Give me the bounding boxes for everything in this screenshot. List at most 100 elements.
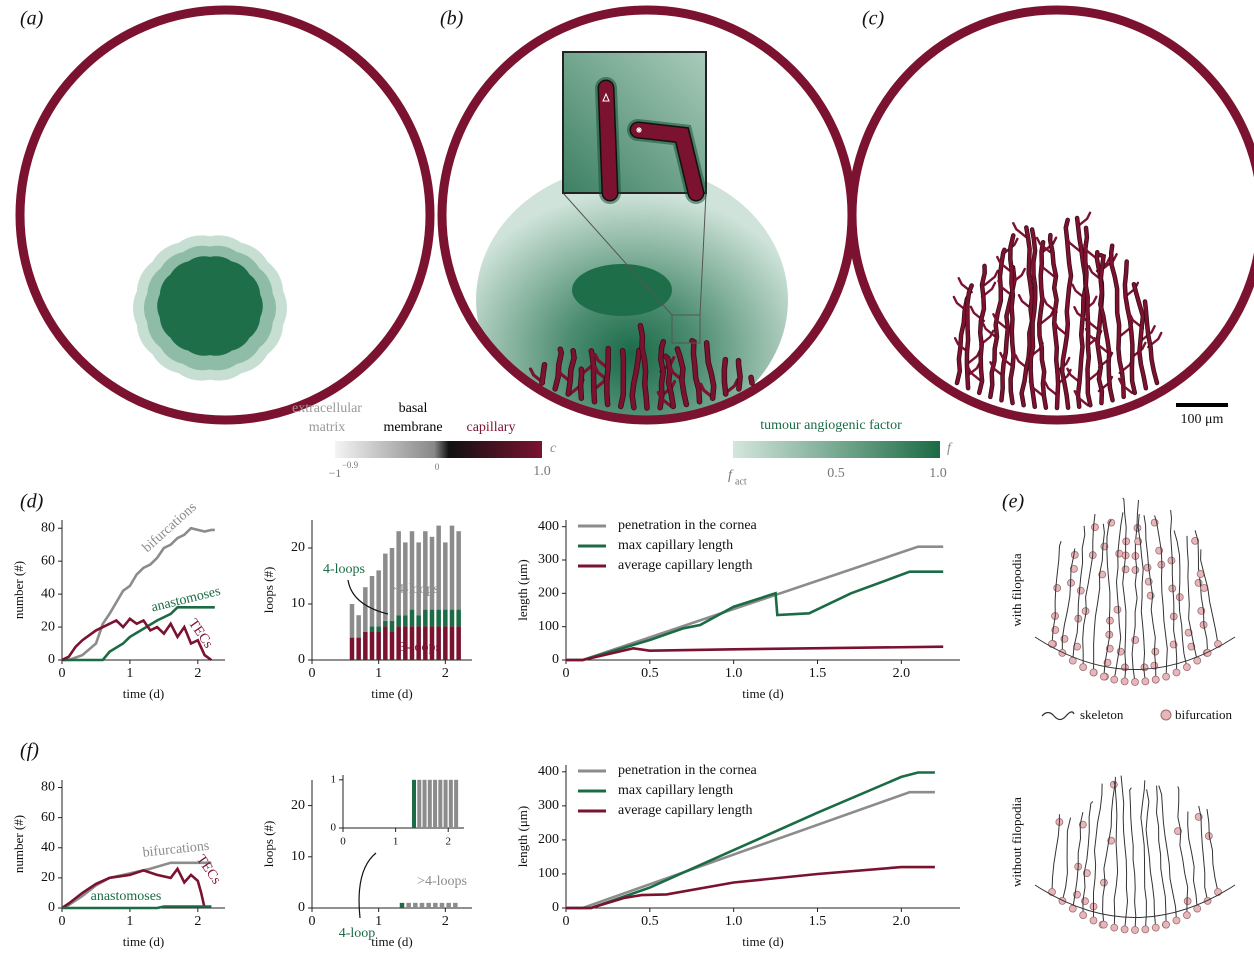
skeleton xyxy=(1187,536,1197,661)
bifurcation xyxy=(1195,579,1202,586)
skeleton xyxy=(1146,789,1156,927)
bifurcation xyxy=(1142,926,1149,933)
x-tick-label: 0 xyxy=(59,914,66,929)
bar xyxy=(370,632,375,660)
y-tick-label: 0 xyxy=(48,900,55,915)
bar xyxy=(416,615,421,626)
bifurcation xyxy=(1100,921,1107,928)
bar xyxy=(356,638,361,660)
colorbar-label: extracellular xyxy=(292,401,362,416)
bifurcation xyxy=(1111,924,1118,931)
bar xyxy=(383,626,388,660)
bifurcation xyxy=(1116,550,1123,557)
skeleton xyxy=(1207,809,1218,892)
x-tick-label: 0 xyxy=(309,666,316,681)
colorbar-label: capillary xyxy=(467,420,516,435)
colorbar-label: membrane xyxy=(383,420,442,435)
bifurcation xyxy=(1152,648,1159,655)
bar xyxy=(413,903,418,908)
skeleton xyxy=(1201,549,1218,644)
x-tick-label: 2 xyxy=(194,666,201,681)
x-axis-label: time (d) xyxy=(742,686,784,701)
bar xyxy=(383,554,388,621)
bar xyxy=(423,531,428,609)
legend-label: skeleton xyxy=(1080,707,1124,722)
bar xyxy=(426,903,431,908)
bar xyxy=(453,903,458,908)
y-tick-label: 80 xyxy=(41,780,55,795)
y-tick-label: 300 xyxy=(538,552,559,567)
vessel xyxy=(581,369,582,398)
bar xyxy=(363,632,368,660)
bar xyxy=(350,638,355,660)
bifurcation xyxy=(1215,641,1222,648)
bar xyxy=(400,903,405,908)
bar xyxy=(417,780,421,828)
bifurcation xyxy=(1049,641,1056,648)
bar xyxy=(416,542,421,615)
skeleton xyxy=(1159,786,1177,921)
bifurcation xyxy=(1077,587,1084,594)
colorbar xyxy=(733,441,940,458)
colorbar-tick: f xyxy=(728,468,734,483)
skeleton xyxy=(1103,782,1115,925)
colorbar-tick: 0.5 xyxy=(827,466,845,481)
y-tick-label: 10 xyxy=(291,849,305,864)
bar xyxy=(363,587,368,632)
bifurcation xyxy=(1114,606,1121,613)
y-tick-label: 40 xyxy=(41,586,55,601)
bar xyxy=(438,780,442,828)
y-tick-label: 100 xyxy=(538,866,559,881)
x-tick-label: 1.5 xyxy=(809,914,827,929)
legend-label: average capillary length xyxy=(618,803,752,818)
x-tick-label: 0 xyxy=(563,914,570,929)
bar xyxy=(423,610,428,627)
skeleton xyxy=(1114,777,1117,928)
series-label: anastomoses xyxy=(91,889,162,904)
bifurcation xyxy=(1054,585,1061,592)
x-tick-label: 0 xyxy=(309,914,316,929)
bar xyxy=(443,542,448,609)
legend-swatch xyxy=(1161,710,1171,720)
colorbar-tick: 0 xyxy=(435,462,440,472)
x-tick-label: 2.0 xyxy=(893,914,911,929)
x-tick-label: 1 xyxy=(126,914,133,929)
bifurcation xyxy=(1121,664,1128,671)
y-tick-label: 400 xyxy=(538,519,559,534)
y-tick-label: 0 xyxy=(552,652,559,667)
row-label: without filopodia xyxy=(1009,797,1024,887)
y-axis-label: loops (#) xyxy=(261,567,276,614)
bar xyxy=(410,610,415,627)
x-tick-label: 1.0 xyxy=(725,666,743,681)
x-tick-label: 2 xyxy=(442,666,449,681)
bar xyxy=(390,632,395,660)
inset-vessel xyxy=(606,88,610,193)
bifurcation xyxy=(1132,567,1139,574)
y-tick-label: 60 xyxy=(41,810,55,825)
skeleton xyxy=(1094,784,1103,921)
y-tick-label: 1 xyxy=(331,773,337,785)
bar xyxy=(444,780,448,828)
bifurcation xyxy=(1173,917,1180,924)
bar xyxy=(449,780,453,828)
y-tick-label: 20 xyxy=(291,540,305,555)
y-axis-label: number (#) xyxy=(11,561,26,619)
x-tick-label: 1 xyxy=(375,666,382,681)
skeleton xyxy=(1130,788,1136,930)
colorbar-label: basal xyxy=(399,401,428,416)
bar xyxy=(433,903,438,908)
colorbar-label: tumour angiogenic factor xyxy=(760,418,902,433)
panel-label: (b) xyxy=(440,8,464,30)
colorbar xyxy=(335,441,542,458)
bifurcation xyxy=(1184,898,1191,905)
panel-label: (f) xyxy=(20,740,39,762)
bar xyxy=(403,615,408,626)
vessel xyxy=(607,349,609,405)
y-axis-label: length (μm) xyxy=(515,559,530,620)
y-tick-label: 80 xyxy=(41,520,55,535)
bar xyxy=(456,610,461,627)
y-tick-label: 100 xyxy=(538,619,559,634)
cornea-boundary xyxy=(852,10,1254,420)
skeleton xyxy=(1052,814,1059,892)
legend-label: max capillary length xyxy=(618,538,733,553)
